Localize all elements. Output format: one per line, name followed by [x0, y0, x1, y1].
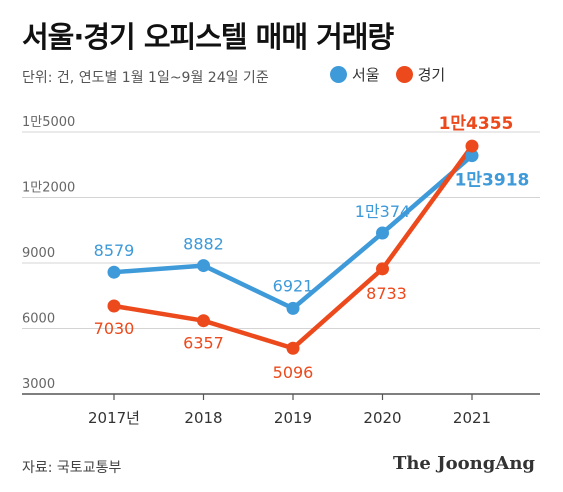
legend-swatch-seoul — [330, 66, 347, 83]
data-label-seoul: 1만3918 — [455, 171, 530, 191]
data-point-seoul — [376, 226, 389, 240]
x-tick-label: 2019 — [274, 409, 312, 427]
source-note: 자료: 국토교통부 — [22, 460, 122, 476]
data-label-gyeonggi: 6357 — [183, 334, 224, 353]
data-label-seoul: 1만374 — [355, 202, 410, 221]
data-point-gyeonggi — [107, 299, 121, 313]
data-point-gyeonggi — [465, 139, 479, 153]
y-tick-label: 1만2000 — [22, 181, 75, 196]
data-point-seoul — [107, 265, 121, 279]
chart-title: 서울·경기 오피스텔 매매 거래량 — [22, 20, 394, 54]
publisher-logo: The JoongAng — [392, 453, 535, 474]
legend-item-seoul: 서울 — [330, 64, 380, 85]
data-label-seoul: 8882 — [183, 235, 224, 254]
series-line-gyeonggi — [111, 143, 475, 351]
chart-subtitle: 단위: 건, 연도별 1월 1일~9월 24일 기준 — [22, 70, 269, 86]
legend: 서울 경기 — [330, 64, 461, 85]
x-tick-label: 2018 — [184, 409, 222, 427]
data-label-gyeonggi: 8733 — [366, 284, 407, 303]
data-point-seoul — [197, 259, 210, 273]
data-label-seoul: 8579 — [94, 241, 135, 260]
data-label-seoul: 6921 — [273, 276, 314, 295]
data-label-gyeonggi: 7030 — [94, 319, 135, 338]
y-tick-label: 1만5000 — [22, 115, 75, 130]
data-label-gyeonggi: 5096 — [273, 363, 314, 382]
y-tick-label: 3000 — [22, 377, 55, 392]
data-point-gyeonggi — [286, 341, 300, 355]
data-point-seoul — [465, 149, 479, 163]
data-point-gyeonggi — [376, 262, 389, 276]
legend-item-gyeonggi: 경기 — [395, 64, 446, 85]
data-point-seoul — [286, 301, 300, 315]
y-tick-label: 6000 — [22, 312, 55, 327]
data-point-gyeonggi — [197, 314, 210, 328]
x-tick-label: 2021 — [453, 409, 491, 427]
legend-label-gyeonggi: 경기 — [417, 66, 446, 84]
x-tick-label: 2017년 — [88, 409, 140, 427]
x-tick-label: 2020 — [363, 409, 401, 427]
y-tick-label: 9000 — [22, 246, 55, 261]
legend-swatch-gyeonggi — [395, 66, 413, 83]
data-label-gyeonggi: 1만4355 — [439, 114, 514, 134]
legend-label-seoul: 서울 — [352, 66, 380, 84]
